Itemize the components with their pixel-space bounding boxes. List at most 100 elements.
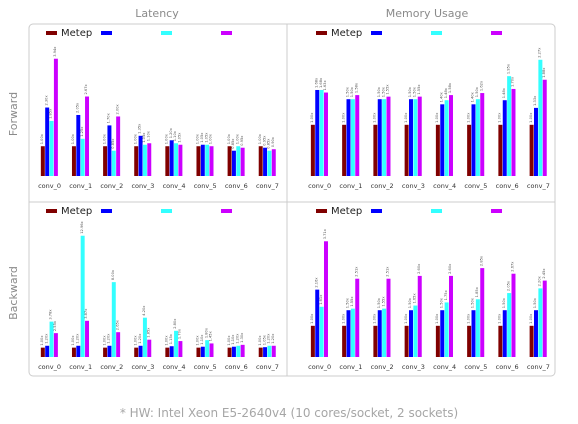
bar-conv_5-s2 — [475, 99, 480, 176]
x-tick-conv_2: conv_2 — [100, 182, 123, 190]
bar-conv_5-s1 — [471, 310, 476, 357]
bar-conv_1-s0 — [342, 124, 347, 176]
x-tick-conv_3: conv_3 — [402, 182, 425, 190]
legend-swatch-1 — [101, 31, 112, 35]
legend-label-0: Metep — [331, 206, 362, 217]
data-label-conv_5-s2: 1.85x — [475, 286, 479, 297]
x-tick-conv_5: conv_5 — [464, 363, 487, 371]
bar-conv_0-s3 — [324, 92, 328, 176]
data-label-conv_7-s0: 1.00x — [258, 133, 262, 144]
bar-conv_3-s2 — [142, 144, 147, 176]
row-title-forward: Forward — [7, 92, 20, 136]
data-label-conv_0-s3: 3.94x — [53, 46, 57, 57]
bar-conv_4-s1 — [169, 140, 174, 176]
data-label-conv_7-s3: 0.90x — [271, 136, 275, 147]
data-label-conv_2-s3: 2.00x — [115, 103, 119, 114]
data-label-conv_0-s0: 1.00x — [310, 313, 314, 324]
data-label-conv_0-s2: 1.61x — [319, 294, 323, 305]
data-label-conv_5-s0: 1.00x — [466, 112, 470, 123]
bar-conv_2-s3 — [386, 96, 391, 176]
bar-conv_7-s3 — [542, 280, 547, 357]
x-tick-conv_6: conv_6 — [225, 363, 248, 371]
bar-conv_3-s2 — [413, 305, 418, 357]
data-label-conv_3-s3: 1.10x — [146, 130, 150, 141]
x-tick-conv_4: conv_4 — [163, 363, 186, 371]
data-label-conv_3-s2: 4.20x — [142, 305, 146, 316]
data-label-conv_6-s3: 0.95x — [240, 135, 244, 146]
data-label-conv_0-s3: 3.71x — [323, 228, 327, 239]
bar-conv_7-s1 — [534, 310, 538, 357]
data-label-conv_5-s3: 2.85x — [479, 255, 483, 266]
bar-conv_0-s2 — [49, 120, 54, 176]
bar-conv_4-s2 — [174, 143, 179, 176]
chart-panel-3: Metep 1.00x 2.16x 1.61x 3.71x conv_0 1.00x 1.50… — [308, 206, 550, 371]
data-label-conv_4-s3: 1.05x — [178, 132, 182, 143]
bar-conv_6-s2 — [507, 293, 512, 357]
data-label-conv_7-s3: 2.45x — [542, 268, 546, 279]
bar-conv_1-s2 — [350, 99, 355, 176]
bar-conv_3-s1 — [409, 310, 413, 357]
data-label-conv_1-s1: 1.50x — [346, 297, 350, 308]
bar-conv_5-s0 — [196, 146, 201, 176]
bar-conv_2-s0 — [103, 347, 108, 357]
bar-conv_3-s1 — [409, 99, 413, 176]
data-label-conv_0-s1: 1.20x — [44, 333, 48, 344]
legend-swatch-2 — [161, 209, 172, 213]
data-label-conv_2-s3: 2.65x — [115, 319, 119, 330]
data-label-conv_3-s0: 1.00x — [404, 112, 408, 123]
data-label-conv_4-s2: 1.75x — [444, 289, 448, 300]
bar-conv_1-s2 — [80, 235, 85, 357]
bar-conv_1-s3 — [85, 96, 90, 176]
data-label-conv_2-s3: 2.51x — [386, 266, 390, 277]
bar-conv_4-s2 — [444, 302, 449, 357]
bar-conv_7-s3 — [271, 149, 276, 176]
bar-conv_7-s3 — [271, 345, 276, 357]
x-tick-conv_0: conv_0 — [38, 182, 61, 190]
data-label-conv_0-s3: 1.63x — [323, 80, 327, 91]
bar-conv_0-s1 — [315, 289, 320, 357]
data-label-conv_5-s3: 1.00x — [209, 133, 213, 144]
data-label-conv_0-s3: 2.55x — [53, 320, 57, 331]
data-label-conv_4-s2: 1.10x — [173, 130, 177, 141]
bar-conv_5-s1 — [200, 144, 205, 176]
bar-conv_2-s0 — [373, 124, 378, 176]
hardware-footnote: * HW: Intel Xeon E5-2640v4 (10 cores/soc… — [120, 406, 458, 420]
legend-swatch-0 — [46, 31, 57, 35]
column-title-memory-usage: Memory Usage — [386, 7, 469, 20]
data-label-conv_5-s2: 1.80x — [204, 327, 208, 338]
data-label-conv_3-s1: 1.20x — [138, 333, 142, 344]
legend-label-0: Metep — [61, 28, 92, 39]
x-tick-conv_3: conv_3 — [131, 363, 154, 371]
data-label-conv_5-s0: 1.00x — [466, 313, 470, 324]
bar-conv_7-s2 — [538, 288, 543, 357]
data-label-conv_4-s3: 1.70x — [178, 328, 182, 339]
x-tick-conv_7: conv_7 — [527, 363, 550, 371]
data-label-conv_5-s1: 1.50x — [471, 297, 475, 308]
data-label-conv_6-s0: 1.00x — [498, 313, 502, 324]
data-label-conv_1-s3: 2.51x — [354, 266, 358, 277]
bar-conv_5-s1 — [471, 104, 476, 176]
data-label-conv_0-s1: 2.30x — [44, 95, 48, 106]
legend-swatch-2 — [431, 209, 442, 213]
data-label-conv_3-s3: 2.60x — [417, 263, 421, 274]
bar-conv_0-s0 — [310, 124, 315, 176]
x-tick-conv_2: conv_2 — [371, 182, 394, 190]
column-title-latency: Latency — [135, 7, 179, 20]
data-label-conv_3-s2: 1.65x — [413, 293, 417, 304]
bar-conv_4-s3 — [449, 95, 453, 176]
legend-swatch-0 — [316, 31, 327, 35]
bar-conv_5-s2 — [205, 144, 210, 176]
data-label-conv_1-s2: 1.55x — [350, 296, 354, 307]
legend-swatch-1 — [101, 209, 112, 213]
bar-conv_6-s1 — [502, 100, 507, 176]
bar-conv_2-s1 — [107, 125, 112, 176]
bar-conv_7-s0 — [529, 124, 534, 176]
data-label-conv_1-s3: 3.87x — [84, 308, 88, 319]
bar-conv_2-s2 — [382, 308, 387, 357]
data-label-conv_4-s2: 2.80x — [173, 318, 177, 329]
legend-swatch-3 — [221, 31, 232, 35]
data-label-conv_2-s0: 1.00x — [373, 112, 377, 123]
data-label-conv_6-s3: 2.67x — [511, 261, 515, 272]
bar-conv_7-s1 — [263, 347, 268, 357]
bar-conv_1-s3 — [355, 278, 360, 357]
